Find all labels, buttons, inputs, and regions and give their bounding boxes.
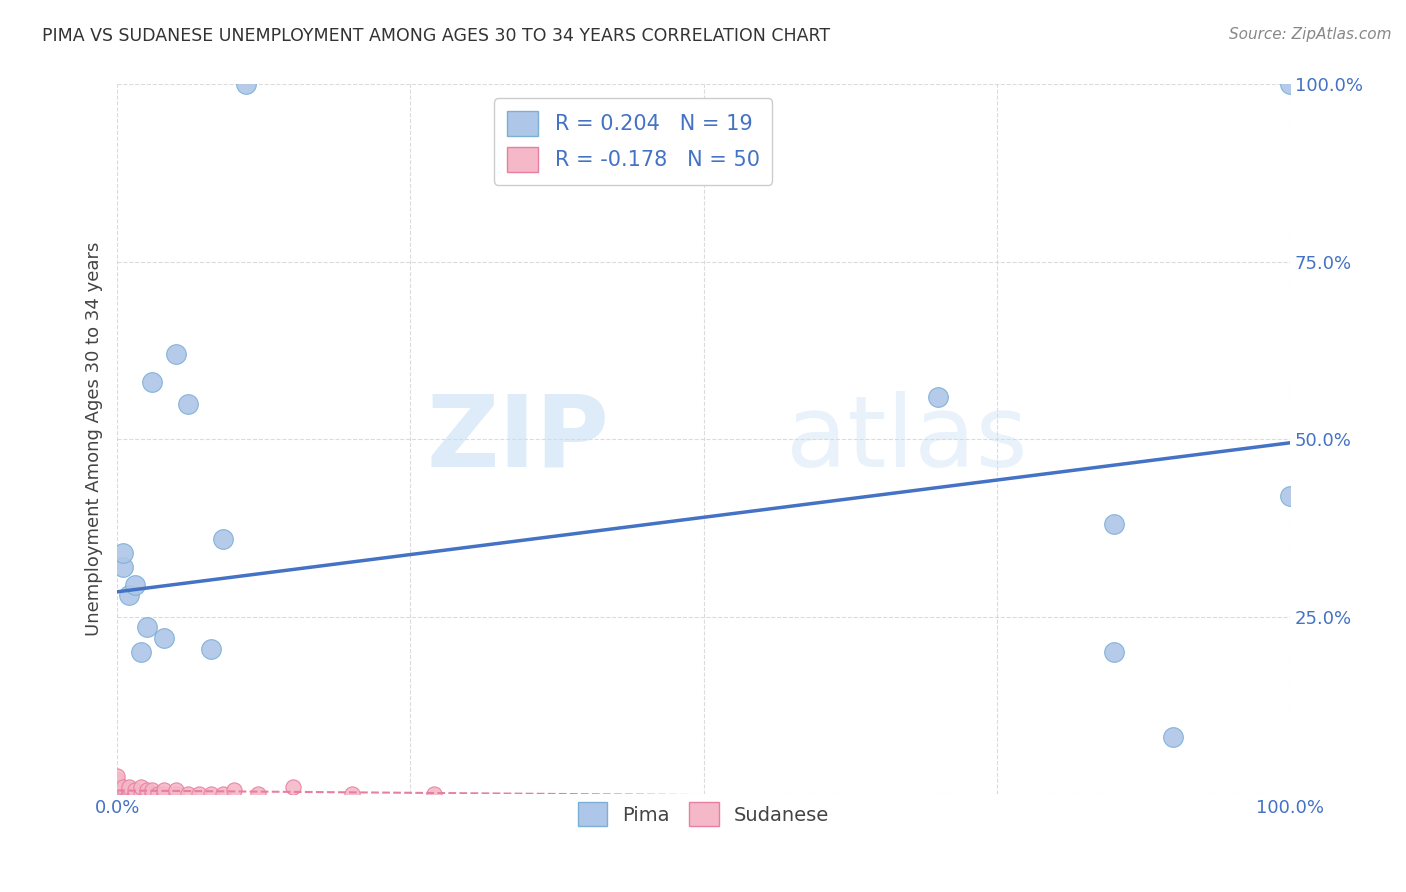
Point (105, 780, 128, 794)
Point (124, 787, 146, 801)
Point (340, 787, 363, 801)
Point (129, 780, 152, 794)
Point (105, 787, 128, 801)
Point (118, 787, 141, 801)
Point (105, 787, 128, 801)
Text: atlas: atlas (786, 391, 1028, 488)
Point (105, 769, 128, 783)
Point (135, 783, 157, 797)
Point (105, 787, 128, 801)
Point (281, 780, 304, 794)
Point (105, 783, 128, 797)
Point (105, 787, 128, 801)
Point (112, 780, 135, 794)
Point (112, 783, 135, 797)
Point (105, 787, 128, 801)
Point (224, 783, 246, 797)
Point (423, 787, 446, 801)
Point (135, 787, 157, 801)
Point (105, 783, 128, 797)
Point (200, 787, 222, 801)
Point (235, 78, 257, 92)
Point (1102, 517, 1125, 532)
Point (124, 578, 146, 592)
Point (129, 787, 152, 801)
Point (118, 787, 141, 801)
Point (211, 532, 233, 546)
Point (112, 560, 135, 574)
Text: PIMA VS SUDANESE UNEMPLOYMENT AMONG AGES 30 TO 34 YEARS CORRELATION CHART: PIMA VS SUDANESE UNEMPLOYMENT AMONG AGES… (42, 27, 831, 45)
Point (200, 641, 222, 656)
Point (112, 787, 135, 801)
Point (1279, 489, 1302, 503)
Point (124, 783, 146, 797)
Point (118, 787, 141, 801)
Text: Source: ZipAtlas.com: Source: ZipAtlas.com (1229, 27, 1392, 42)
Point (188, 787, 211, 801)
Point (105, 787, 128, 801)
Point (1161, 731, 1184, 745)
Point (118, 780, 141, 794)
Point (176, 787, 198, 801)
Point (118, 588, 141, 602)
Point (112, 787, 135, 801)
Point (105, 787, 128, 801)
Text: ZIP: ZIP (427, 391, 610, 488)
Point (141, 787, 163, 801)
Point (165, 347, 187, 361)
Point (1102, 645, 1125, 659)
Point (105, 787, 128, 801)
Point (927, 390, 949, 404)
Point (1279, 78, 1302, 92)
Point (112, 787, 135, 801)
Point (105, 772, 128, 787)
Point (112, 546, 135, 560)
Point (105, 787, 128, 801)
Point (135, 620, 157, 634)
Point (141, 783, 163, 797)
Legend: Pima, Sudanese: Pima, Sudanese (569, 795, 837, 834)
Point (165, 787, 187, 801)
Point (153, 631, 176, 645)
Point (246, 787, 269, 801)
Point (211, 787, 233, 801)
Point (124, 787, 146, 801)
Y-axis label: Unemployment Among Ages 30 to 34 years: Unemployment Among Ages 30 to 34 years (86, 242, 103, 636)
Point (153, 787, 176, 801)
Point (165, 783, 187, 797)
Point (105, 776, 128, 790)
Point (176, 397, 198, 411)
Point (112, 783, 135, 797)
Point (141, 376, 163, 390)
Point (129, 645, 152, 659)
Point (148, 787, 170, 801)
Point (153, 783, 176, 797)
Point (118, 783, 141, 797)
Point (112, 787, 135, 801)
